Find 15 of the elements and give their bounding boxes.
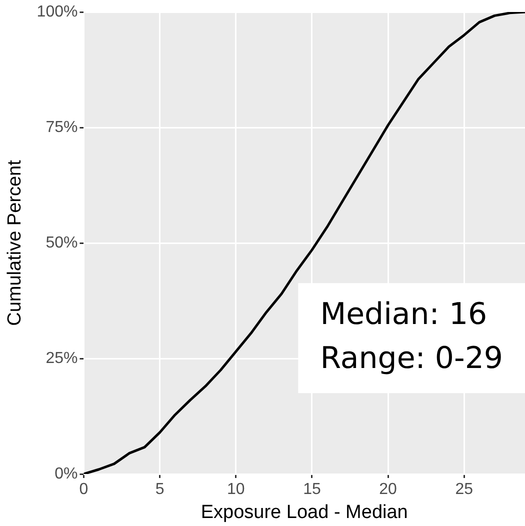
x-tick-label: 25 — [455, 481, 474, 498]
x-tick-label: 0 — [79, 481, 88, 498]
annotation: Range: 0-29 — [320, 340, 503, 376]
x-tick-label: 20 — [379, 481, 398, 498]
annotation: Median: 16 — [320, 296, 488, 332]
y-tick-label: 100% — [36, 3, 78, 20]
y-axis-title: Cumulative Percent — [4, 159, 26, 326]
x-tick-label: 10 — [226, 481, 245, 498]
y-tick-label: 0% — [54, 465, 78, 482]
y-tick-label: 25% — [46, 350, 78, 367]
y-tick-label: 50% — [46, 234, 78, 252]
x-tick-label: 15 — [303, 481, 321, 498]
x-axis-title: Exposure Load - Median — [200, 502, 408, 523]
x-tick-label: 5 — [155, 481, 164, 498]
y-tick-label: 75% — [46, 118, 78, 136]
